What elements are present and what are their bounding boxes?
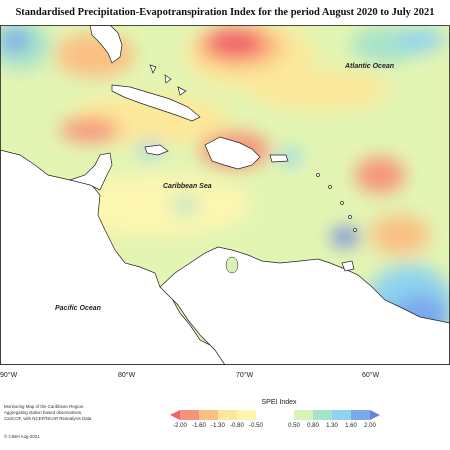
credit-line: CariCOF, with NCEP/NCAR Reanalysis Data [4, 416, 92, 421]
map-canvas [0, 25, 450, 365]
pacific-ocean-label: Pacific Ocean [55, 305, 101, 312]
land-masses [0, 25, 450, 365]
legend-tick: 0.50 [288, 423, 300, 429]
lon-label-60w: 60°W [362, 372, 380, 379]
legend-tick: -1.60 [192, 423, 206, 429]
legend-swatch [256, 410, 294, 420]
lake-maracaibo [225, 256, 239, 274]
map-title: Standardised Precipitation-Evapotranspir… [15, 7, 435, 18]
legend-tick: 0.80 [307, 423, 319, 429]
legend-swatch [332, 410, 351, 420]
lon-label-70w: 70°W [236, 372, 254, 379]
lon-label-90w: 90°W [0, 372, 18, 379]
spei-map [0, 25, 450, 365]
credit-line: Monitoring Map of the Caribbean Region. [4, 404, 85, 409]
caribbean-sea-label: Caribbean Sea [163, 183, 212, 190]
legend-tick: 1.60 [345, 423, 357, 429]
legend-swatch [351, 410, 370, 420]
legend-swatch [294, 410, 313, 420]
legend-tick: -1.30 [211, 423, 225, 429]
credit-date: © CIMH Aug-2021 [4, 434, 40, 439]
credit-line: Aggregating station based observations, [4, 410, 83, 415]
legend-swatch [313, 410, 332, 420]
legend-title: SPEI Index [261, 399, 297, 406]
legend-tick: 1.30 [326, 423, 338, 429]
map-credits: Monitoring Map of the Caribbean Region. … [4, 404, 91, 422]
legend-tick: 2.00 [364, 423, 376, 429]
legend-arrow-right [370, 410, 380, 420]
legend-swatch [218, 410, 237, 420]
legend-tick: -0.80 [230, 423, 244, 429]
legend-colorbar [170, 410, 380, 420]
legend-arrow-left [170, 410, 180, 420]
legend-ticks: -2.00 -1.60 -1.30 -0.80 -0.50 0.50 0.80 … [170, 423, 380, 433]
legend-swatch [237, 410, 256, 420]
legend-tick: -2.00 [173, 423, 187, 429]
legend-swatch [180, 410, 199, 420]
legend-tick: -0.50 [249, 423, 263, 429]
atlantic-ocean-label: Atlantic Ocean [345, 63, 395, 70]
legend-swatch [199, 410, 218, 420]
lon-label-80w: 80°W [118, 372, 136, 379]
